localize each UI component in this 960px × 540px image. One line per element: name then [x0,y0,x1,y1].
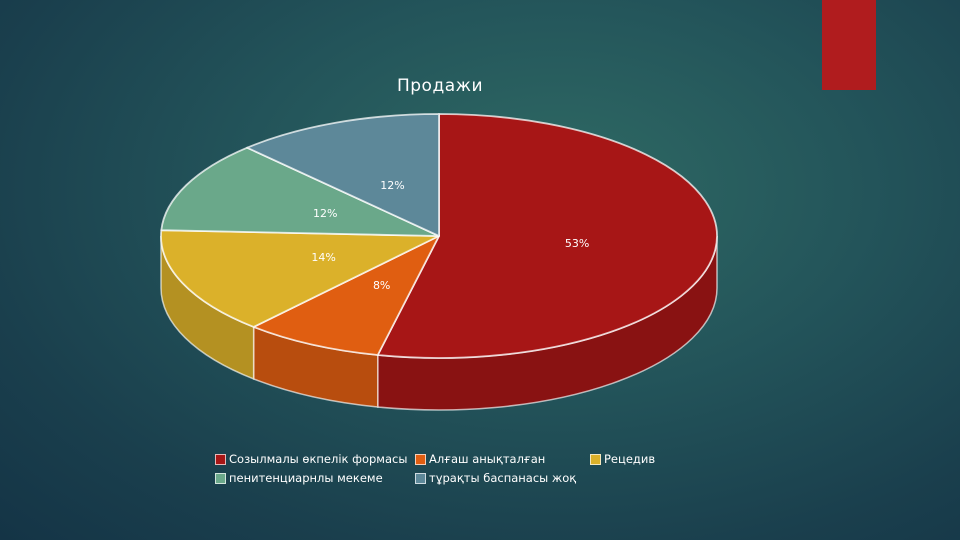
pie-slice-0 [376,113,718,359]
pie-slice-4 [246,113,440,237]
legend-label-0: Созылмалы өкпелік формасы [229,452,408,466]
chart-legend: Созылмалы өкпелік формасы Алғаш анықталға… [215,452,685,485]
legend-item-3: пенитенциарнлы мекеме [215,471,415,485]
data-label-1: 8% [373,279,390,292]
legend-label-3: пенитенциарнлы мекеме [229,471,383,485]
data-label-4: 12% [380,179,404,192]
data-label-0: 53% [565,237,589,250]
pie-slice-2 [160,229,440,328]
legend-swatch-2 [590,453,601,465]
legend-swatch-1 [415,453,426,465]
legend-label-1: Алғаш анықталған [429,452,546,466]
legend-item-0: Созылмалы өкпелік формасы [215,452,415,466]
legend-item-4: тұрақты баспанасы жоқ [415,471,590,485]
legend-label-2: Рецедив [604,452,656,466]
pie-slice-1 [252,235,440,356]
legend-swatch-0 [215,453,226,465]
legend-item-1: Алғаш анықталған [415,452,590,466]
data-label-3: 12% [313,207,337,220]
chart-title: Продажи [396,76,483,96]
accent-bar [822,0,876,90]
legend-swatch-4 [415,472,426,484]
legend-item-2: Рецедив [590,452,685,466]
legend-label-4: тұрақты баспанасы жоқ [429,471,577,485]
data-label-2: 14% [311,251,335,264]
legend-swatch-3 [215,472,226,484]
pie-slice-3 [160,146,440,237]
